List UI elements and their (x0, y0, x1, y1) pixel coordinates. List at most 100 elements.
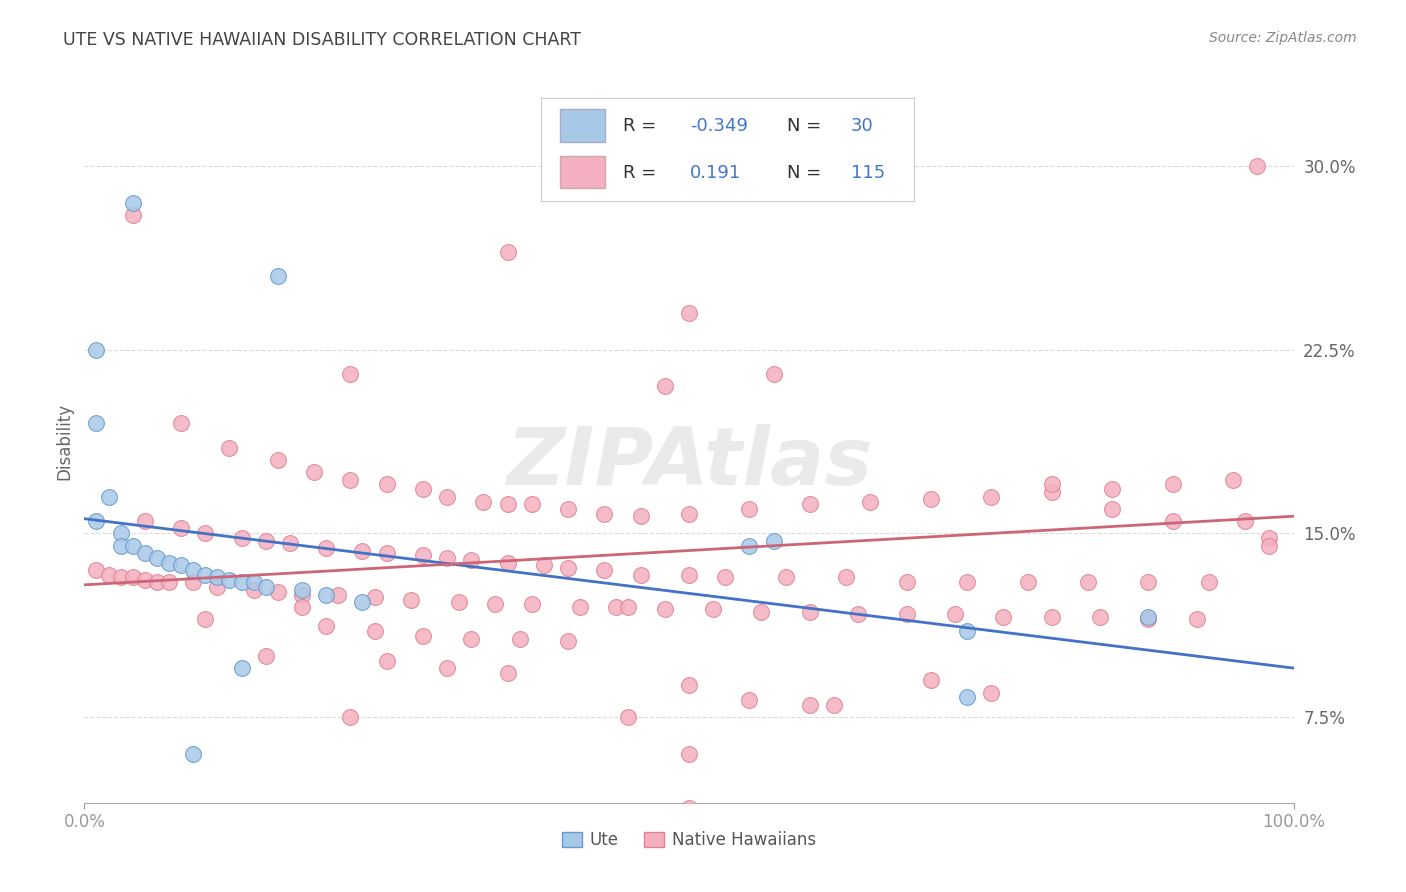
Point (496, 497, 519, 511)
Point (181, 563, 204, 577)
Text: 30: 30 (851, 117, 873, 135)
Point (146, 550, 169, 565)
Point (254, 648, 277, 663)
Point (170, 416, 193, 430)
Point (278, 536, 301, 550)
Point (920, 673, 942, 688)
Point (315, 541, 337, 555)
Point (1088, 609, 1111, 624)
FancyBboxPatch shape (560, 155, 605, 188)
Point (302, 465, 325, 479)
Point (181, 747, 204, 761)
Point (231, 575, 253, 590)
Point (1040, 609, 1063, 624)
Point (509, 632, 531, 646)
Text: 0.191: 0.191 (690, 164, 741, 182)
Point (170, 521, 193, 535)
Point (134, 514, 156, 528)
Point (980, 490, 1002, 504)
Point (375, 546, 398, 560)
Point (218, 441, 240, 455)
Point (157, 575, 180, 590)
Point (436, 661, 458, 675)
FancyBboxPatch shape (560, 110, 605, 142)
Point (1222, 473, 1244, 487)
Point (352, 543, 374, 558)
Point (110, 570, 132, 584)
Point (956, 624, 979, 639)
Text: R =: R = (623, 117, 662, 135)
Text: Source: ZipAtlas.com: Source: ZipAtlas.com (1209, 31, 1357, 45)
Point (714, 570, 737, 584)
Point (678, 747, 700, 761)
Point (449, 595, 471, 609)
Point (678, 800, 700, 814)
Point (86, 514, 108, 528)
Point (775, 570, 797, 584)
Point (1017, 575, 1039, 590)
Point (896, 575, 918, 590)
Point (291, 582, 314, 597)
Point (496, 244, 519, 259)
Point (460, 632, 482, 646)
Point (678, 568, 700, 582)
Point (1040, 477, 1063, 491)
Point (799, 698, 821, 712)
Point (207, 580, 229, 594)
Point (520, 497, 543, 511)
Text: N =: N = (787, 164, 827, 182)
Point (956, 690, 979, 705)
Point (762, 533, 785, 548)
Point (242, 575, 264, 590)
Point (1258, 531, 1281, 545)
Point (146, 575, 169, 590)
Point (1137, 609, 1160, 624)
Point (121, 539, 143, 553)
Point (315, 619, 337, 633)
Point (86, 416, 108, 430)
Point (231, 531, 253, 545)
Point (593, 563, 616, 577)
Point (110, 539, 132, 553)
Point (654, 602, 676, 616)
Point (207, 570, 229, 584)
Point (472, 494, 495, 508)
Text: N =: N = (787, 117, 827, 135)
Point (121, 570, 143, 584)
Point (738, 539, 761, 553)
Point (738, 693, 761, 707)
Point (1161, 514, 1184, 528)
Point (291, 599, 314, 614)
Point (254, 533, 277, 548)
Point (134, 573, 156, 587)
Point (569, 599, 592, 614)
Point (799, 497, 821, 511)
Point (1198, 575, 1220, 590)
Point (920, 492, 942, 507)
Point (617, 599, 640, 614)
Point (654, 379, 676, 393)
Point (496, 556, 519, 570)
Point (134, 546, 156, 560)
Point (1185, 612, 1208, 626)
Point (460, 553, 482, 567)
Legend: Ute, Native Hawaiians: Ute, Native Hawaiians (555, 824, 823, 856)
Point (738, 502, 761, 516)
Point (267, 269, 290, 284)
Point (339, 473, 361, 487)
Point (993, 609, 1015, 624)
Point (557, 634, 579, 648)
Point (121, 195, 143, 210)
Point (1101, 483, 1123, 497)
Point (1234, 514, 1257, 528)
Text: 115: 115 (851, 164, 884, 182)
Point (328, 588, 350, 602)
Point (242, 582, 264, 597)
Point (121, 208, 143, 222)
Point (97, 490, 120, 504)
Point (170, 558, 193, 573)
Point (86, 343, 108, 357)
Point (315, 588, 337, 602)
Point (267, 453, 290, 467)
Point (956, 575, 979, 590)
